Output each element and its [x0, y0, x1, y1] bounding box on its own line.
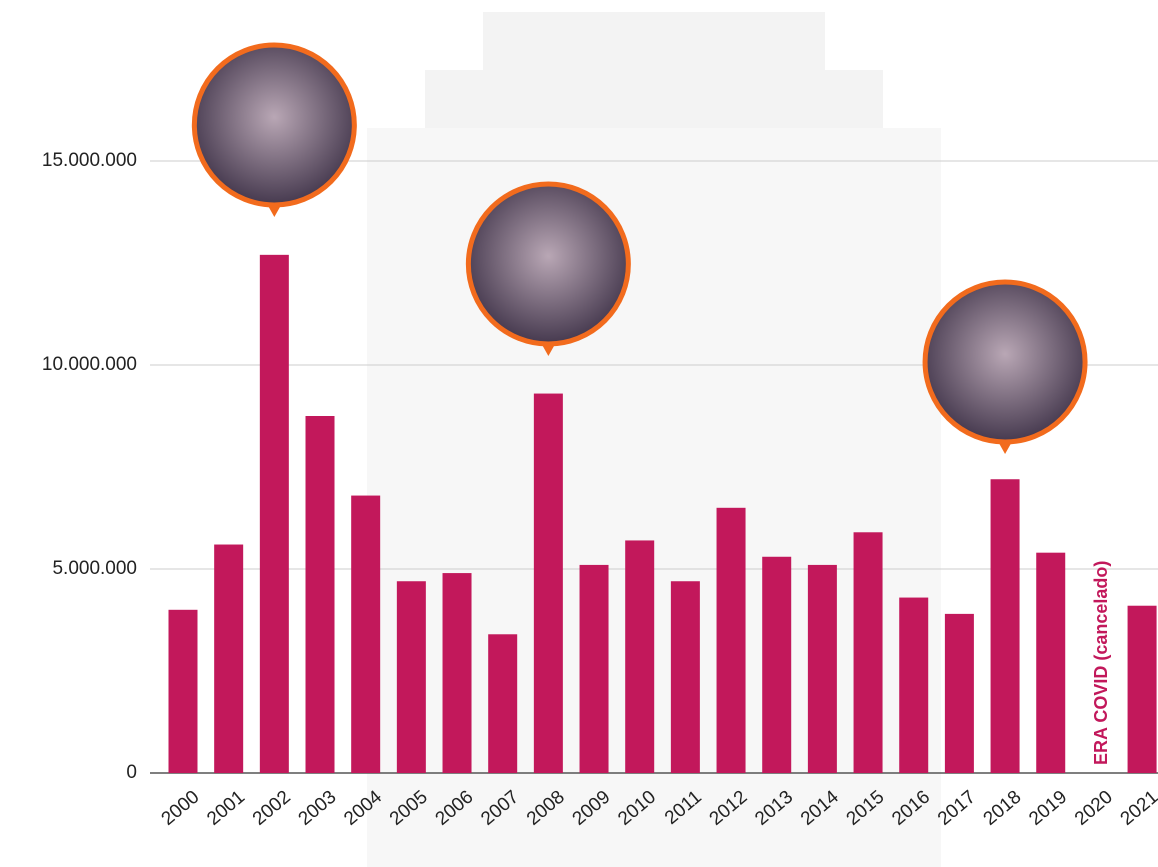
- bar: [899, 598, 928, 773]
- x-tick-label: 2018: [980, 787, 1026, 830]
- bar: [260, 255, 289, 773]
- y-tick-label: 10.000.000: [42, 354, 137, 375]
- bar: [671, 581, 700, 773]
- x-tick-label: 2020: [1071, 787, 1117, 830]
- bar: [214, 545, 243, 773]
- photo: [468, 184, 628, 344]
- x-tick-label: 2001: [203, 787, 249, 830]
- bar: [443, 573, 472, 773]
- bar: [1036, 553, 1065, 773]
- bar: [534, 394, 563, 773]
- y-tick-label: 5.000.000: [52, 558, 137, 579]
- photo: [925, 282, 1085, 442]
- bar: [1128, 606, 1157, 773]
- x-tick-label: 2003: [295, 787, 341, 830]
- bar: [625, 540, 654, 773]
- photo: [194, 45, 354, 205]
- x-tick-label: 2021: [1117, 787, 1158, 830]
- bar: [945, 614, 974, 773]
- bar: [717, 508, 746, 773]
- y-tick-label: 0: [126, 762, 137, 783]
- bar: [351, 496, 380, 773]
- bar: [397, 581, 426, 773]
- bar: [808, 565, 837, 773]
- bar: [169, 610, 198, 773]
- bar: [580, 565, 609, 773]
- bar: [854, 532, 883, 773]
- x-tick-label: 2000: [158, 787, 204, 830]
- bar: [991, 479, 1020, 773]
- x-tick-label: 2002: [249, 787, 295, 830]
- y-tick-label: 15.000.000: [42, 150, 137, 171]
- bar: [488, 634, 517, 773]
- bar: [306, 416, 335, 773]
- x-tick-label: 2019: [1025, 787, 1071, 830]
- annotation: ERA COVID (cancelado): [1091, 561, 1111, 765]
- bar: [762, 557, 791, 773]
- chart: 05.000.00010.000.00015.000.0002000200120…: [0, 0, 1158, 867]
